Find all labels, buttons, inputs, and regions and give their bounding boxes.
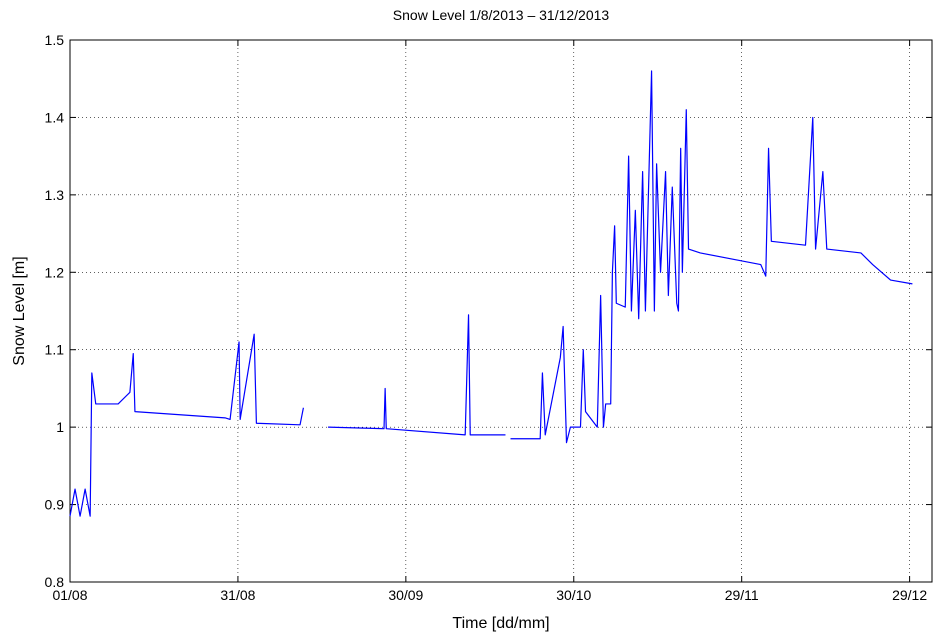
y-tick-label: 1.5	[45, 32, 65, 48]
x-tick-label: 31/08	[220, 587, 255, 603]
chart-title: Snow Level 1/8/2013 – 31/12/2013	[393, 7, 610, 23]
x-tick-label: 30/09	[388, 587, 423, 603]
y-tick-label: 0.8	[45, 574, 65, 590]
plot-frame	[69, 39, 933, 583]
data-line	[69, 70, 913, 517]
y-tick-label: 1	[56, 419, 64, 435]
x-tick-label: 01/08	[52, 587, 87, 603]
x-tick-label: 30/10	[556, 587, 591, 603]
y-tick-label: 1.2	[45, 264, 65, 280]
y-tick-label: 0.9	[45, 497, 65, 513]
x-axis-label: Time [dd/mm]	[452, 615, 549, 632]
y-axis-label: Snow Level [m]	[11, 256, 28, 365]
x-tick-label: 29/11	[725, 587, 759, 603]
y-tick-label: 1.3	[45, 187, 65, 203]
y-tick-label: 1.1	[45, 342, 65, 358]
x-tick-label: 29/12	[892, 587, 927, 603]
y-tick-label: 1.4	[45, 109, 65, 125]
